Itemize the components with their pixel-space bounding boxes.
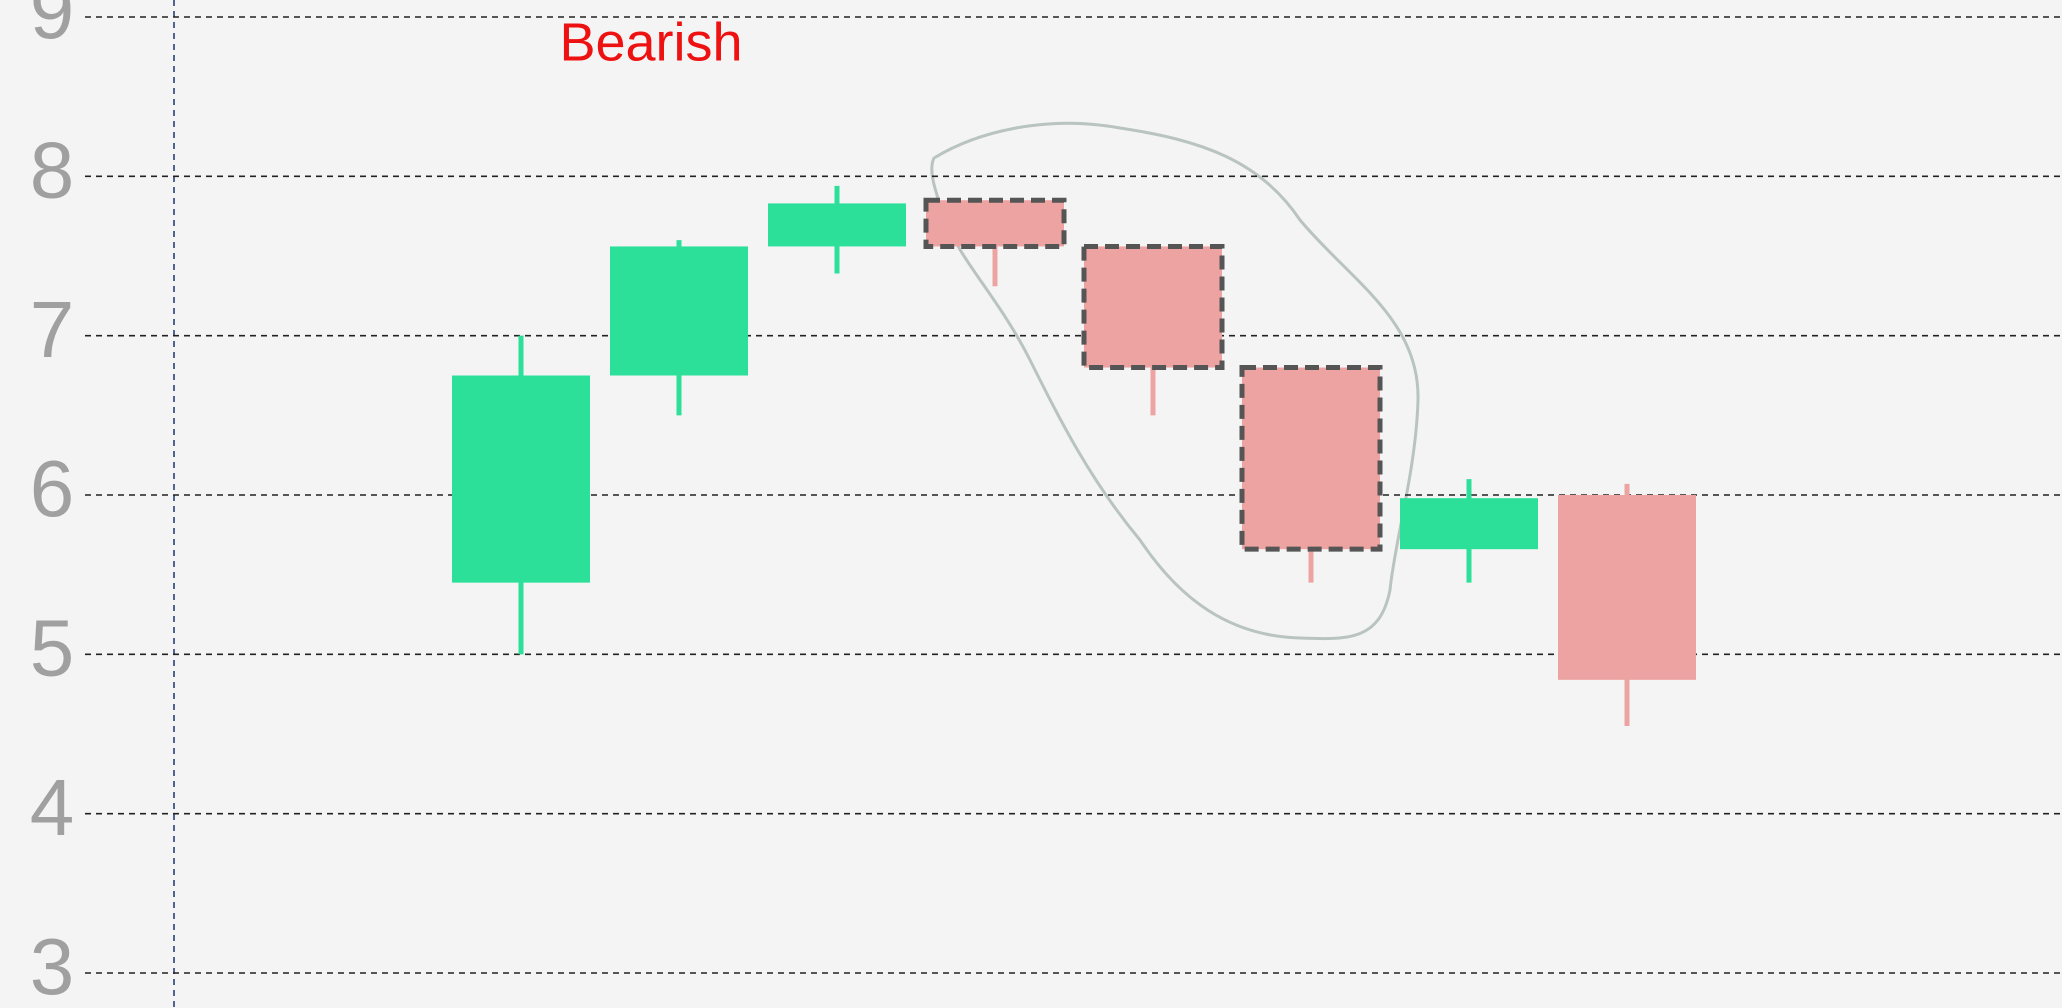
candle-body bbox=[452, 375, 590, 583]
y-tick-label: 6 bbox=[30, 444, 75, 533]
y-tick-label: 7 bbox=[30, 285, 75, 374]
candle-body bbox=[1081, 243, 1225, 371]
candle-body bbox=[1400, 498, 1538, 550]
candle-body bbox=[1239, 365, 1383, 552]
y-tick-label: 4 bbox=[30, 763, 75, 852]
chart-title: Bearish bbox=[559, 12, 742, 72]
candle-body bbox=[768, 203, 906, 247]
lasso-outline bbox=[930, 121, 1420, 641]
y-tick-label: 3 bbox=[30, 922, 75, 1008]
y-tick-label: 5 bbox=[30, 603, 75, 692]
plot-area: 3 4 5 6 7 8 9 bbox=[30, 0, 2062, 1008]
candle-body bbox=[1558, 495, 1696, 680]
y-tick-label: 9 bbox=[30, 0, 75, 55]
candle-body bbox=[610, 246, 748, 376]
candle-body bbox=[923, 197, 1067, 249]
y-tick-label: 8 bbox=[30, 125, 75, 214]
